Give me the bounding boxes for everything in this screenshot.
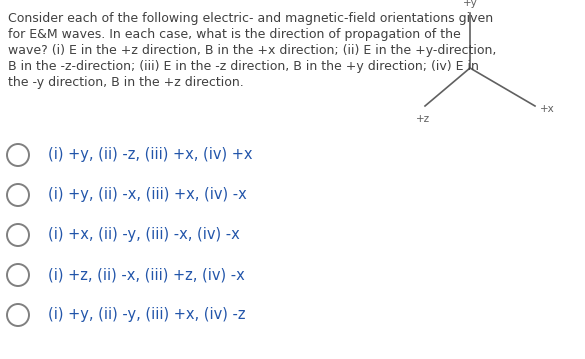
Text: B in the -z-direction; (iii) E in the -z direction, B in the +y direction; (iv) : B in the -z-direction; (iii) E in the -z… [8, 60, 479, 73]
Text: the -y direction, B in the +z direction.: the -y direction, B in the +z direction. [8, 76, 244, 89]
Text: (i) +y, (ii) -y, (iii) +x, (iv) -z: (i) +y, (ii) -y, (iii) +x, (iv) -z [48, 308, 246, 322]
Text: (i) +y, (ii) -z, (iii) +x, (iv) +x: (i) +y, (ii) -z, (iii) +x, (iv) +x [48, 148, 253, 163]
Text: (i) +z, (ii) -x, (iii) +z, (iv) -x: (i) +z, (ii) -x, (iii) +z, (iv) -x [48, 267, 245, 283]
Text: +x: +x [540, 104, 555, 114]
Text: Consider each of the following electric- and magnetic-field orientations given: Consider each of the following electric-… [8, 12, 493, 25]
Text: +z: +z [416, 114, 430, 124]
Text: (i) +x, (ii) -y, (iii) -x, (iv) -x: (i) +x, (ii) -y, (iii) -x, (iv) -x [48, 228, 240, 242]
Text: for E&M waves. In each case, what is the direction of propagation of the: for E&M waves. In each case, what is the… [8, 28, 461, 41]
Text: wave? (i) E in the +z direction, B in the +x direction; (ii) E in the +y-directi: wave? (i) E in the +z direction, B in th… [8, 44, 497, 57]
Text: +y: +y [463, 0, 477, 8]
Text: (i) +y, (ii) -x, (iii) +x, (iv) -x: (i) +y, (ii) -x, (iii) +x, (iv) -x [48, 187, 247, 202]
